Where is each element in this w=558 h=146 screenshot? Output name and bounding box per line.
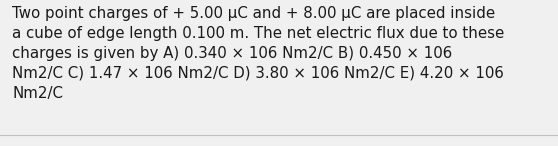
Text: Two point charges of + 5.00 μC and + 8.00 μC are placed inside
a cube of edge le: Two point charges of + 5.00 μC and + 8.0…: [12, 6, 504, 101]
